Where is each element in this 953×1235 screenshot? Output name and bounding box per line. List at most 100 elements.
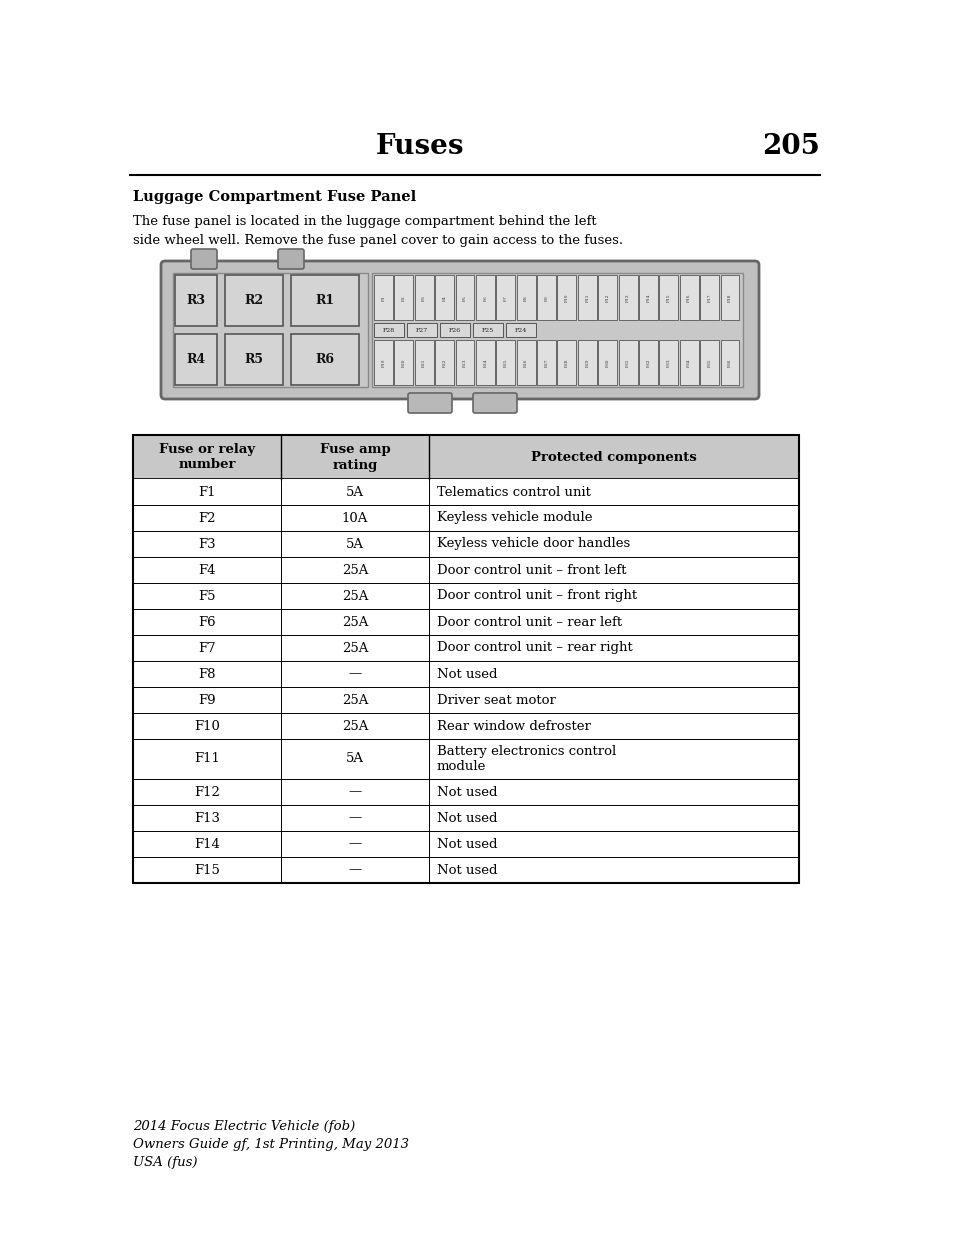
Text: F3: F3	[198, 537, 215, 551]
Bar	[132, 831, 799, 857]
FancyBboxPatch shape	[473, 393, 517, 412]
Text: Rear window defroster: Rear window defroster	[436, 720, 590, 732]
Text: F28: F28	[564, 358, 568, 367]
Text: F6: F6	[198, 615, 215, 629]
Text: F29: F29	[585, 358, 589, 367]
Bar	[700, 340, 719, 385]
Bar	[132, 531, 799, 557]
Text: F32: F32	[646, 358, 650, 367]
Text: Keyless vehicle module: Keyless vehicle module	[436, 511, 592, 525]
Bar	[132, 779, 799, 805]
FancyBboxPatch shape	[408, 393, 452, 412]
Text: F30: F30	[605, 358, 609, 367]
Text: The fuse panel is located in the luggage compartment behind the left
side wheel : The fuse panel is located in the luggage…	[132, 215, 622, 247]
Bar	[132, 435, 799, 479]
Text: Door control unit – rear left: Door control unit – rear left	[436, 615, 621, 629]
Text: —: —	[348, 667, 361, 680]
Bar	[496, 275, 515, 320]
Text: USA (fus): USA (fus)	[132, 1156, 197, 1170]
Bar	[132, 687, 799, 713]
Bar	[372, 273, 742, 387]
Bar	[598, 340, 617, 385]
Text: 5A: 5A	[346, 752, 364, 766]
FancyBboxPatch shape	[277, 249, 304, 269]
Text: R1: R1	[315, 294, 335, 308]
Bar	[132, 713, 799, 739]
Bar	[132, 557, 799, 583]
Text: 10A: 10A	[341, 511, 368, 525]
Text: R5: R5	[244, 353, 263, 366]
Text: F12: F12	[193, 785, 220, 799]
Text: F9: F9	[198, 694, 215, 706]
Text: F35: F35	[707, 358, 711, 367]
Text: R6: R6	[315, 353, 335, 366]
Bar	[394, 275, 413, 320]
Bar	[132, 857, 799, 883]
Bar	[476, 275, 495, 320]
Text: R3: R3	[186, 294, 205, 308]
Bar	[517, 340, 535, 385]
Bar	[415, 340, 434, 385]
Bar	[639, 275, 658, 320]
Text: F11: F11	[585, 294, 589, 301]
Bar	[720, 340, 739, 385]
Text: Fuse or relay
number: Fuse or relay number	[159, 442, 254, 472]
Bar	[598, 275, 617, 320]
Text: F27: F27	[544, 358, 548, 367]
Text: —: —	[348, 811, 361, 825]
Bar	[456, 275, 474, 320]
Bar	[537, 275, 556, 320]
Text: Luggage Compartment Fuse Panel: Luggage Compartment Fuse Panel	[132, 190, 416, 204]
Bar	[435, 340, 454, 385]
Bar	[435, 275, 454, 320]
Text: F20: F20	[401, 358, 405, 367]
Text: 25A: 25A	[341, 694, 368, 706]
Text: F8: F8	[198, 667, 215, 680]
Text: R2: R2	[244, 294, 263, 308]
Text: F9: F9	[544, 295, 548, 300]
Bar	[132, 661, 799, 687]
Bar	[132, 635, 799, 661]
Bar	[618, 275, 637, 320]
Text: F23: F23	[462, 358, 467, 367]
Bar	[394, 340, 413, 385]
Text: F10: F10	[564, 294, 568, 301]
Text: Driver seat motor: Driver seat motor	[436, 694, 556, 706]
Text: Keyless vehicle door handles: Keyless vehicle door handles	[436, 537, 630, 551]
Bar	[639, 340, 658, 385]
Text: F12: F12	[605, 294, 609, 301]
Bar	[407, 324, 436, 337]
Bar	[517, 275, 535, 320]
Text: —: —	[348, 785, 361, 799]
Text: F11: F11	[193, 752, 220, 766]
Text: 5A: 5A	[346, 537, 364, 551]
Text: F15: F15	[193, 863, 220, 877]
Bar	[174, 333, 216, 385]
Text: F3: F3	[422, 295, 426, 300]
Text: —: —	[348, 863, 361, 877]
Text: F22: F22	[442, 358, 446, 367]
Bar	[132, 435, 799, 883]
Text: F19: F19	[381, 358, 385, 367]
Bar	[496, 340, 515, 385]
Bar	[679, 275, 698, 320]
Text: F1: F1	[381, 295, 385, 300]
Text: F7: F7	[198, 641, 215, 655]
Bar	[225, 275, 283, 326]
Text: F7: F7	[503, 295, 507, 300]
Text: Battery electronics control
module: Battery electronics control module	[436, 745, 616, 773]
Text: F21: F21	[422, 358, 426, 367]
Bar	[700, 275, 719, 320]
Bar	[659, 340, 678, 385]
Bar	[618, 340, 637, 385]
Text: Owners Guide gf, 1st Printing, May 2013: Owners Guide gf, 1st Printing, May 2013	[132, 1137, 409, 1151]
Text: 25A: 25A	[341, 720, 368, 732]
Bar	[720, 275, 739, 320]
Text: F5: F5	[198, 589, 215, 603]
Text: F14: F14	[193, 837, 220, 851]
Bar	[578, 275, 597, 320]
Text: F31: F31	[625, 358, 629, 367]
Text: —: —	[348, 837, 361, 851]
FancyBboxPatch shape	[191, 249, 216, 269]
Bar	[473, 324, 502, 337]
